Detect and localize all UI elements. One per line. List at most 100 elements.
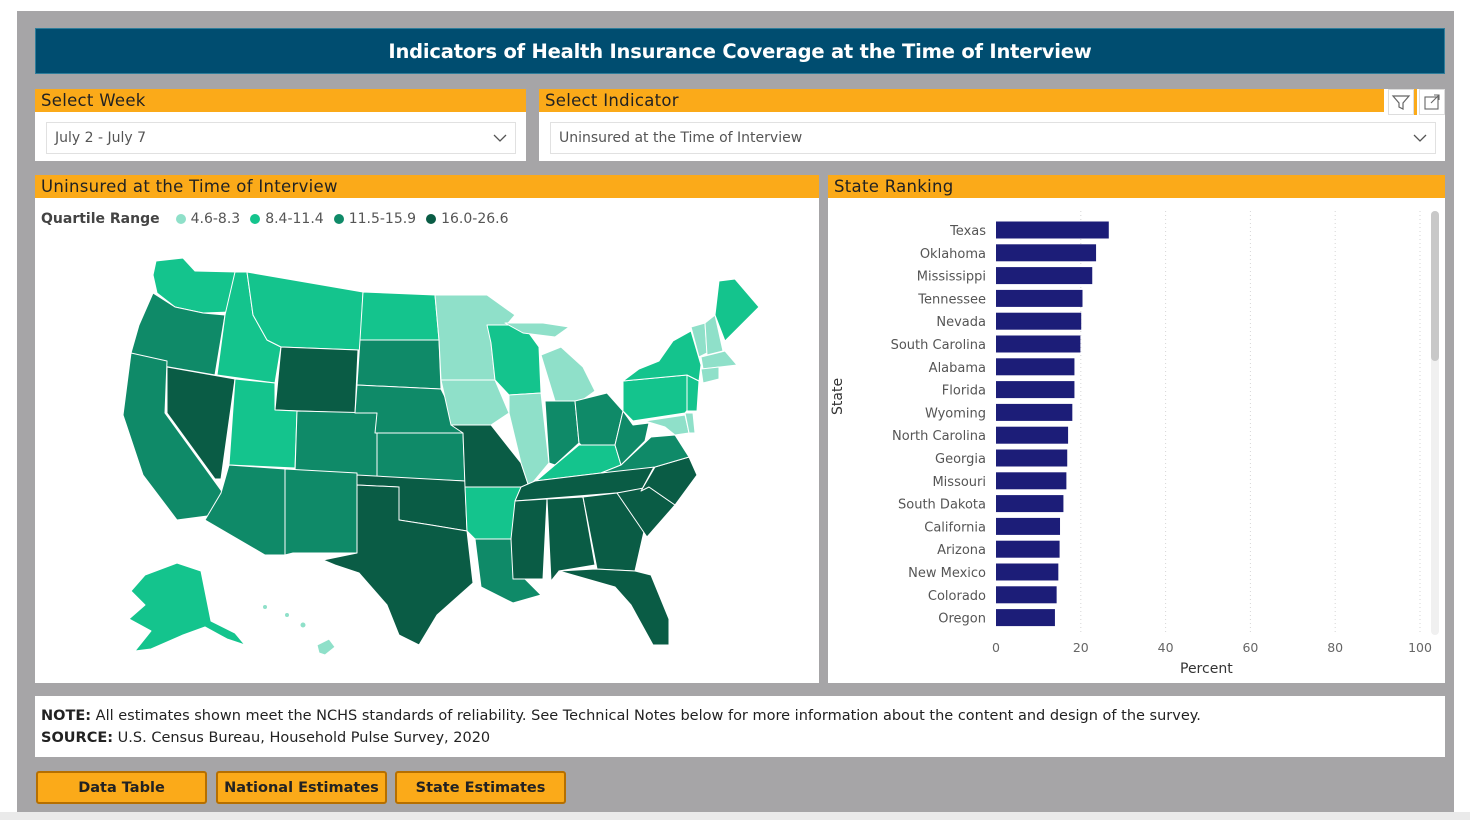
state-alaska[interactable] — [128, 562, 246, 652]
legend-title: Quartile Range — [41, 211, 160, 227]
y-tick-label: Oregon — [938, 612, 986, 627]
state-new-york[interactable] — [622, 330, 702, 382]
state-texas[interactable] — [322, 484, 474, 646]
y-tick-label: Arizona — [937, 543, 986, 558]
week-dropdown-value: July 2 - July 7 — [55, 130, 147, 146]
state-ranking-chart[interactable]: 0 20 40 60 80 100 Texas Oklahoma Mississippi Tenn… — [828, 175, 1445, 683]
y-tick-label: South Carolina — [891, 338, 986, 353]
state-michigan-up[interactable] — [504, 322, 570, 338]
state-hawaii-island-2 — [284, 612, 290, 618]
bar[interactable] — [996, 335, 1081, 353]
header-separator — [1414, 89, 1417, 115]
focus-mode-icon[interactable] — [1419, 89, 1445, 115]
x-tick-label: 60 — [1242, 640, 1258, 655]
y-tick-label: Mississippi — [917, 270, 986, 285]
state-florida[interactable] — [558, 568, 670, 646]
bar[interactable] — [996, 381, 1075, 399]
page-title: Indicators of Health Insurance Coverage … — [35, 28, 1445, 74]
bar[interactable] — [996, 609, 1055, 627]
legend-swatch-q4 — [426, 214, 437, 224]
y-tick-label: Colorado — [928, 589, 986, 604]
x-tick-label: 20 — [1073, 640, 1089, 655]
state-pennsylvania[interactable] — [622, 374, 696, 422]
state-michigan[interactable] — [540, 346, 596, 402]
ranking-scrollbar-thumb[interactable] — [1431, 211, 1439, 361]
state-ohio[interactable] — [574, 392, 624, 448]
legend-label-q1: 4.6-8.3 — [190, 211, 241, 227]
ranking-title: State Ranking — [828, 175, 1445, 198]
bar[interactable] — [996, 244, 1097, 262]
x-tick-label: 0 — [992, 640, 1000, 655]
y-tick-label: Texas — [949, 224, 986, 239]
legend-swatch-q3 — [333, 214, 344, 224]
state-indiana[interactable] — [544, 400, 580, 466]
legend-label-q2: 8.4-11.4 — [265, 211, 324, 227]
bar[interactable] — [996, 540, 1060, 558]
source-text: U.S. Census Bureau, Household Pulse Surv… — [117, 730, 491, 746]
bar[interactable] — [996, 358, 1075, 376]
x-tick-label: 80 — [1327, 640, 1343, 655]
us-choropleth-map[interactable] — [35, 175, 819, 683]
y-tick-label: Wyoming — [925, 406, 986, 421]
week-slicer-title: Select Week — [35, 89, 526, 112]
national-estimates-button[interactable]: National Estimates — [216, 771, 387, 804]
y-tick-label: Florida — [942, 384, 986, 399]
state-alabama[interactable] — [546, 496, 596, 582]
chevron-down-icon — [493, 134, 507, 142]
indicator-slicer-title: Select Indicator — [539, 89, 1384, 112]
note-box: NOTE: All estimates shown meet the NCHS … — [35, 696, 1445, 757]
ranking-x-axis-label: Percent — [1180, 661, 1233, 677]
bar[interactable] — [996, 449, 1068, 467]
y-tick-label: New Mexico — [908, 566, 986, 581]
state-delaware[interactable] — [684, 412, 696, 434]
x-tick-label: 100 — [1408, 640, 1432, 655]
y-tick-label: Tennessee — [917, 292, 986, 307]
bar[interactable] — [996, 221, 1109, 239]
state-nevada[interactable] — [166, 366, 236, 480]
y-tick-label: North Carolina — [892, 429, 986, 444]
state-massachusetts[interactable] — [700, 350, 738, 370]
ranking-scrollbar[interactable] — [1431, 211, 1439, 635]
state-estimates-button[interactable]: State Estimates — [395, 771, 566, 804]
legend-swatch-q2 — [250, 214, 261, 224]
data-table-button[interactable]: Data Table — [36, 771, 207, 804]
filter-icon[interactable] — [1388, 89, 1414, 115]
y-tick-label: California — [924, 520, 986, 535]
bar[interactable] — [996, 426, 1069, 444]
map-title: Uninsured at the Time of Interview — [35, 175, 819, 198]
state-connecticut[interactable] — [700, 366, 720, 384]
state-kansas[interactable] — [376, 432, 466, 482]
bar[interactable] — [996, 472, 1067, 490]
bar[interactable] — [996, 586, 1057, 604]
state-nebraska[interactable] — [354, 384, 464, 434]
bar[interactable] — [996, 563, 1059, 581]
week-dropdown[interactable]: July 2 - July 7 — [46, 122, 516, 154]
y-tick-label: Alabama — [929, 361, 986, 376]
state-georgia[interactable] — [582, 492, 646, 572]
state-iowa[interactable] — [440, 379, 510, 426]
state-new-mexico[interactable] — [284, 468, 358, 556]
state-colorado[interactable] — [294, 410, 378, 478]
state-wyoming[interactable] — [274, 346, 359, 414]
state-hawaii-island-3 — [299, 621, 307, 629]
state-south-dakota[interactable] — [356, 339, 442, 390]
legend-label-q3: 11.5-15.9 — [348, 211, 417, 227]
state-hawaii[interactable] — [316, 638, 336, 656]
bar[interactable] — [996, 495, 1064, 513]
state-mississippi[interactable] — [510, 498, 548, 580]
week-slicer: Select Week July 2 - July 7 — [35, 89, 526, 161]
indicator-dropdown[interactable]: Uninsured at the Time of Interview — [550, 122, 1436, 154]
bar[interactable] — [996, 289, 1083, 307]
state-washington[interactable] — [152, 257, 238, 314]
legend-swatch-q1 — [175, 214, 186, 224]
note-text: All estimates shown meet the NCHS standa… — [95, 708, 1201, 724]
source-line: SOURCE: U.S. Census Bureau, Household Pu… — [41, 727, 1439, 749]
bar[interactable] — [996, 312, 1082, 330]
bar[interactable] — [996, 267, 1093, 285]
state-north-dakota[interactable] — [359, 291, 440, 341]
bar[interactable] — [996, 403, 1073, 421]
state-maine[interactable] — [714, 278, 760, 342]
chevron-down-icon — [1413, 134, 1427, 142]
state-maryland[interactable] — [644, 414, 690, 436]
bar[interactable] — [996, 517, 1061, 535]
